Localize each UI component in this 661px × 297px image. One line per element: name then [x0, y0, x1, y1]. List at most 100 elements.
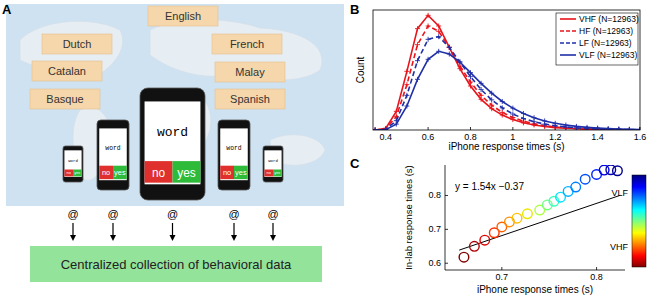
- data-point: [447, 45, 452, 50]
- phone-body: [218, 120, 250, 190]
- data-point: [404, 93, 409, 98]
- data-point: [436, 29, 441, 34]
- phone-screen: [64, 150, 81, 177]
- data-point: [415, 77, 420, 82]
- data-point: [415, 58, 420, 63]
- y-tick-label: 0.6: [428, 258, 441, 268]
- data-point: [479, 93, 484, 98]
- yes-label: yes: [274, 171, 280, 175]
- no-button: [145, 161, 173, 183]
- data-point: [426, 13, 431, 18]
- data-point: [613, 166, 623, 176]
- data-point: [468, 80, 473, 85]
- colorbar-label: VHF: [610, 242, 629, 252]
- phone-body: [97, 120, 129, 190]
- language-label: French: [230, 38, 264, 50]
- data-point: [521, 116, 526, 121]
- fit-line: [459, 195, 620, 250]
- no-label: no: [223, 168, 231, 177]
- x-tick-label: 0.4: [379, 132, 392, 142]
- phone-screen: [264, 150, 281, 177]
- data-point: [606, 127, 611, 130]
- arrow-head: [110, 235, 116, 241]
- data-point: [500, 110, 505, 115]
- data-point: [468, 70, 473, 75]
- yes-button: [73, 170, 82, 177]
- series-line: [375, 26, 640, 130]
- phone-screen: [220, 128, 248, 180]
- legend-label: VLF (N=12963): [579, 50, 638, 60]
- arrow-shaft: [72, 223, 73, 237]
- x-tick: [501, 267, 502, 270]
- yes-label: yes: [177, 166, 196, 180]
- y-tick: [445, 263, 448, 264]
- no-button: [99, 166, 113, 179]
- data-point: [542, 118, 547, 123]
- data-point: [510, 106, 515, 111]
- yes-button: [273, 170, 282, 177]
- no-button: [264, 170, 273, 177]
- upload-symbol: @: [107, 208, 118, 220]
- language-box: [32, 61, 102, 81]
- data-point: [415, 26, 420, 31]
- data-point: [404, 82, 409, 87]
- data-point: [563, 123, 568, 128]
- panel-label: C: [350, 156, 360, 171]
- series-line: [375, 15, 640, 130]
- phone-screen: [99, 128, 127, 180]
- upload-symbol: @: [167, 208, 178, 220]
- legend-swatch: [560, 42, 576, 44]
- data-point: [404, 69, 409, 74]
- data-point: [627, 127, 632, 130]
- collector-label: Centralized collection of behavioral dat…: [61, 257, 292, 272]
- panel-label: B: [350, 2, 359, 17]
- data-point: [479, 87, 484, 92]
- no-button: [64, 170, 73, 177]
- legend-label: LF (N=12963): [579, 38, 632, 48]
- y-tick-label: 0.7: [428, 224, 441, 234]
- data-point: [470, 241, 480, 251]
- arrow-head: [231, 235, 237, 241]
- continent: [150, 20, 322, 80]
- data-point: [426, 37, 431, 42]
- y-axis-line: [445, 165, 446, 270]
- stimulus-word: word: [157, 125, 188, 140]
- language-box: [215, 89, 285, 109]
- legend-label: VHF (N=12963): [579, 14, 639, 24]
- x-tick-label: 0.7: [496, 272, 509, 282]
- language-label: Dutch: [63, 38, 92, 50]
- data-point: [489, 103, 494, 108]
- data-point: [606, 127, 611, 130]
- colorbar-label: VLF: [611, 188, 628, 198]
- data-point: [480, 235, 490, 245]
- x-axis-label: iPhone response times (s): [448, 141, 564, 152]
- plot-area: [459, 165, 622, 262]
- phone-body: [263, 146, 283, 182]
- data-point: [383, 127, 388, 130]
- data-point: [523, 209, 533, 219]
- x-tick-label: 1.4: [591, 132, 604, 142]
- plot-area: [373, 13, 640, 130]
- data-point: [447, 52, 452, 57]
- annotation: y = 1.54x −0.37: [455, 181, 524, 192]
- x-tick: [596, 267, 597, 270]
- data-point: [500, 105, 505, 110]
- no-button: [220, 166, 234, 179]
- data-point: [489, 91, 494, 96]
- arrow-head: [270, 235, 276, 241]
- panel-c: C0.70.80.60.70.8iPhone response times (s…: [350, 156, 646, 295]
- data-point: [436, 24, 441, 29]
- phone-screen: [145, 101, 201, 184]
- arrow-head: [70, 235, 76, 241]
- language-box: [212, 34, 282, 54]
- phone-body: [63, 146, 83, 182]
- x-tick-label: 0.8: [590, 272, 603, 282]
- data-point: [616, 126, 621, 130]
- language-label: English: [165, 10, 201, 22]
- yes-button: [234, 166, 248, 179]
- map-background: [6, 4, 344, 206]
- y-tick-label: 0.8: [428, 190, 441, 200]
- data-point: [595, 126, 600, 130]
- panel-label: A: [2, 2, 12, 17]
- yes-label: yes: [235, 168, 247, 177]
